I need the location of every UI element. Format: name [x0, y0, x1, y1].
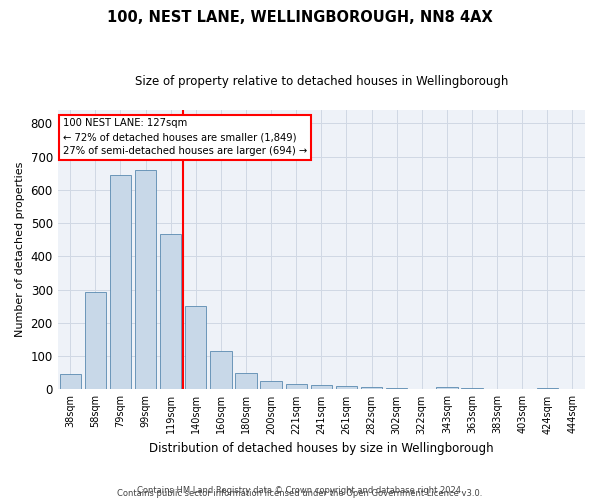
Bar	[461, 388, 482, 390]
Title: Size of property relative to detached houses in Wellingborough: Size of property relative to detached ho…	[134, 75, 508, 88]
Text: Contains public sector information licensed under the Open Government Licence v3: Contains public sector information licen…	[118, 488, 482, 498]
Text: Contains HM Land Registry data © Crown copyright and database right 2024.: Contains HM Land Registry data © Crown c…	[137, 486, 463, 495]
Bar	[311, 385, 332, 390]
Bar	[235, 373, 257, 390]
Bar	[336, 386, 357, 390]
Bar	[135, 170, 156, 390]
X-axis label: Distribution of detached houses by size in Wellingborough: Distribution of detached houses by size …	[149, 442, 494, 455]
Bar	[59, 374, 81, 390]
Bar	[110, 175, 131, 390]
Y-axis label: Number of detached properties: Number of detached properties	[15, 162, 25, 338]
Bar	[361, 387, 382, 390]
Text: 100, NEST LANE, WELLINGBOROUGH, NN8 4AX: 100, NEST LANE, WELLINGBOROUGH, NN8 4AX	[107, 10, 493, 25]
Bar	[286, 384, 307, 390]
Bar	[210, 351, 232, 390]
Bar	[85, 292, 106, 390]
Bar	[436, 387, 458, 390]
Bar	[260, 381, 282, 390]
Bar	[536, 388, 558, 390]
Bar	[386, 388, 407, 390]
Text: 100 NEST LANE: 127sqm
← 72% of detached houses are smaller (1,849)
27% of semi-d: 100 NEST LANE: 127sqm ← 72% of detached …	[63, 118, 307, 156]
Bar	[185, 306, 206, 390]
Bar	[160, 234, 181, 390]
